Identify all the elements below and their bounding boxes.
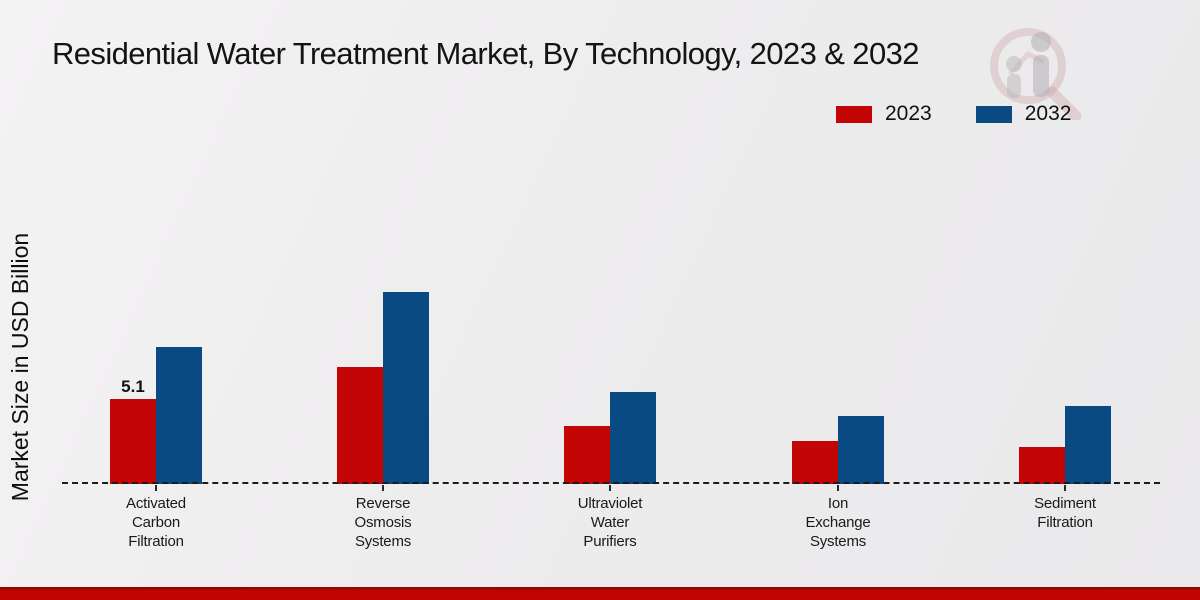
value-label-5-1: 5.1 xyxy=(121,377,145,396)
x-axis-baseline xyxy=(62,482,1160,484)
category-label-ultraviolet-water-purifiers: Ultraviolet Water Purifiers xyxy=(577,495,643,550)
category-label-reverse-osmosis-systems: Reverse Osmosis Systems xyxy=(354,495,412,550)
watermark-logo xyxy=(990,28,1082,120)
legend-swatch-2023 xyxy=(836,105,872,123)
bar-2023-sediment-filtration xyxy=(1019,447,1065,484)
legend: 2023 2032 xyxy=(836,102,1071,126)
bar-2023-activated-carbon-filtration xyxy=(110,399,156,484)
bar-2023-ion-exchange-systems xyxy=(792,441,838,484)
chart-title: Residential Water Treatment Market, By T… xyxy=(52,36,919,71)
x-axis-tick-ultraviolet-water-purifiers xyxy=(609,485,611,491)
legend-item-2023: 2023 xyxy=(836,102,932,126)
bar-2023-ultraviolet-water-purifiers xyxy=(564,426,610,484)
x-axis-tick-ion-exchange-systems xyxy=(837,485,839,491)
bar-2023-reverse-osmosis-systems xyxy=(337,367,383,484)
bar-2032-activated-carbon-filtration xyxy=(156,347,202,484)
category-label-ion-exchange-systems: Ion Exchange Systems xyxy=(805,495,871,550)
category-label-activated-carbon-filtration: Activated Carbon Filtration xyxy=(126,495,186,550)
bar-2032-ion-exchange-systems xyxy=(838,416,884,484)
x-axis-tick-activated-carbon-filtration xyxy=(155,485,157,491)
bottom-accent-strip xyxy=(0,587,1200,600)
category-label-sediment-filtration: Sediment Filtration xyxy=(1034,495,1096,531)
x-axis-tick-reverse-osmosis-systems xyxy=(382,485,384,491)
legend-swatch-2032 xyxy=(975,105,1012,123)
legend-label-2023: 2023 xyxy=(885,102,932,125)
x-axis-tick-sediment-filtration xyxy=(1064,485,1066,491)
bar-2032-reverse-osmosis-systems xyxy=(383,292,429,484)
bar-2032-ultraviolet-water-purifiers xyxy=(610,392,656,484)
legend-label-2032: 2032 xyxy=(1024,102,1072,125)
bar-2032-sediment-filtration xyxy=(1065,406,1111,484)
legend-item-2032: 2032 xyxy=(975,102,1072,126)
